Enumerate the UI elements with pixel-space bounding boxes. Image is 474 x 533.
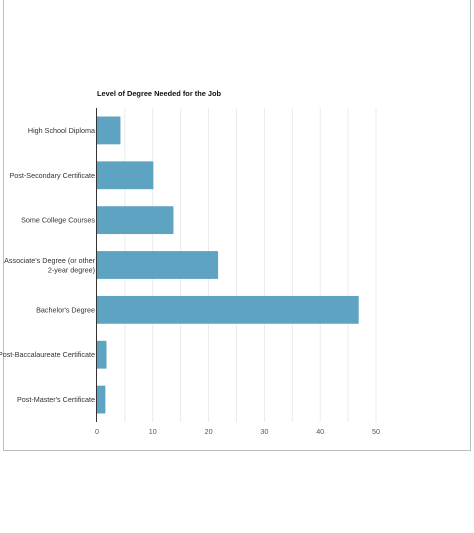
bar [97,340,107,369]
category-label: Associate's Degree (or other [4,256,95,265]
bar [97,251,219,279]
x-tick-label: 40 [316,427,324,436]
x-tick-label: 30 [260,427,268,436]
category-labels: High School Diploma Post-Secondary Certif… [0,126,96,404]
bars [97,116,359,414]
bar [97,206,174,235]
category-label: Bachelor's Degree [36,305,95,314]
x-tick-label: 20 [205,427,213,436]
bar [97,116,121,145]
category-label: Post-Secondary Certificate [10,171,96,180]
x-tick-label: 50 [372,427,380,436]
chart-title: Level of Degree Needed for the Job [97,89,222,98]
category-label: High School Diploma [28,126,95,135]
x-tick-label: 10 [149,427,157,436]
bar [97,385,106,414]
category-label: Post-Master's Certificate [17,395,95,404]
x-tick-labels: 0 10 20 30 40 50 [95,427,380,436]
bar [97,295,359,324]
category-label: 2-year degree) [48,265,95,274]
category-label: Post-Baccalaureate Certificate [0,350,95,359]
category-label: Some College Courses [21,216,95,225]
x-tick-label: 0 [95,427,99,436]
bar [97,161,154,190]
